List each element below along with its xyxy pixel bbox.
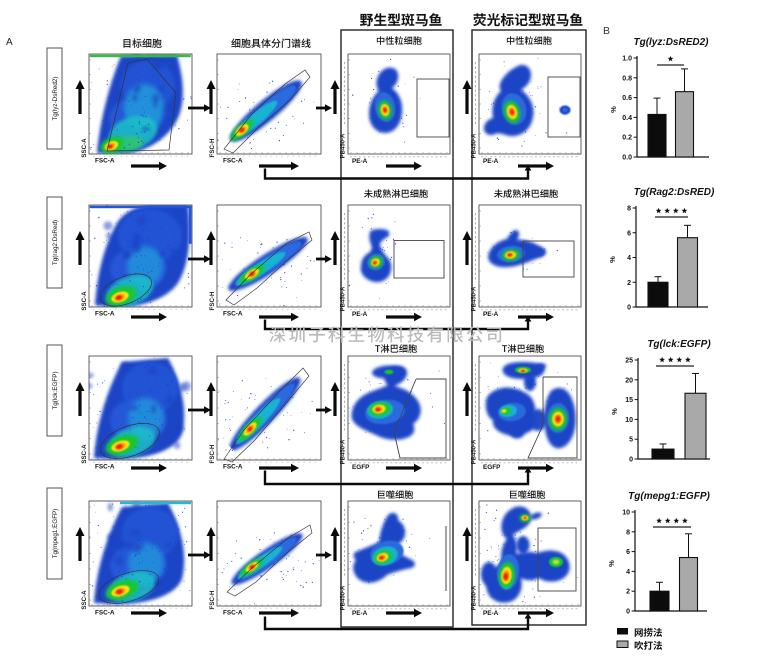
- svg-text:EGFP: EGFP: [352, 464, 370, 471]
- svg-text:PE-A: PE-A: [483, 311, 499, 318]
- svg-text:10: 10: [622, 510, 630, 517]
- svg-text:PB450-A: PB450-A: [341, 133, 347, 158]
- svg-text:A: A: [6, 37, 13, 48]
- svg-text:0.4: 0.4: [622, 115, 632, 122]
- svg-text:Tg(lyz-DsRed2): Tg(lyz-DsRed2): [52, 76, 59, 120]
- svg-text:%: %: [607, 560, 616, 567]
- svg-text:FSC-H: FSC-H: [209, 138, 216, 157]
- svg-text:Tg(lyz:DsRED2): Tg(lyz:DsRED2): [633, 37, 709, 48]
- svg-text:SSC-A: SSC-A: [81, 291, 88, 311]
- svg-text:4: 4: [627, 255, 631, 262]
- svg-text:FSC-A: FSC-A: [95, 158, 115, 165]
- svg-text:4: 4: [626, 569, 630, 576]
- svg-text:FSC-A: FSC-A: [223, 158, 243, 165]
- svg-text:PB450-A: PB450-A: [472, 439, 478, 464]
- svg-text:Tg(lck:EGFP): Tg(lck:EGFP): [647, 339, 711, 350]
- svg-text:FSC-A: FSC-A: [95, 311, 115, 318]
- svg-text:0.8: 0.8: [622, 75, 632, 82]
- svg-text:0: 0: [627, 305, 631, 312]
- svg-text:0.0: 0.0: [622, 155, 632, 162]
- svg-text:5: 5: [629, 437, 633, 444]
- svg-text:B: B: [603, 25, 610, 37]
- svg-text:FSC-H: FSC-H: [209, 444, 216, 463]
- svg-text:EGFP: EGFP: [483, 464, 501, 471]
- svg-text:PE-A: PE-A: [483, 158, 499, 165]
- svg-text:%: %: [609, 106, 618, 113]
- svg-text:%: %: [610, 408, 619, 415]
- svg-text:FSC-A: FSC-A: [95, 464, 115, 471]
- svg-text:PE-A: PE-A: [352, 311, 368, 318]
- svg-text:PB450-A: PB450-A: [472, 585, 478, 610]
- svg-text:PE-A: PE-A: [483, 610, 499, 617]
- svg-text:20: 20: [625, 377, 633, 384]
- svg-text:6: 6: [626, 549, 630, 556]
- svg-text:10: 10: [625, 417, 633, 424]
- svg-text:PB450-A: PB450-A: [472, 286, 478, 311]
- svg-text:PE-A: PE-A: [352, 158, 368, 165]
- svg-text:FSC-H: FSC-H: [209, 291, 216, 310]
- svg-text:SSC-A: SSC-A: [81, 590, 88, 610]
- svg-text:SSC-A: SSC-A: [81, 444, 88, 464]
- svg-text:PB450-A: PB450-A: [341, 286, 347, 311]
- svg-text:Tg(rag2:DsRed): Tg(rag2:DsRed): [52, 220, 59, 265]
- svg-text:Tg(lck:EGFP): Tg(lck:EGFP): [52, 371, 59, 409]
- svg-text:PE-A: PE-A: [352, 610, 368, 617]
- svg-text:Tg(Rag2:DsRED): Tg(Rag2:DsRED): [634, 187, 715, 198]
- svg-text:FSC-A: FSC-A: [223, 610, 243, 617]
- svg-text:%: %: [608, 256, 617, 263]
- svg-text:0: 0: [629, 457, 633, 464]
- svg-text:PB450-A: PB450-A: [341, 585, 347, 610]
- svg-text:1.0: 1.0: [622, 56, 632, 63]
- svg-text:FSC-H: FSC-H: [209, 590, 216, 609]
- svg-text:2: 2: [627, 280, 631, 287]
- svg-text:2: 2: [626, 589, 630, 596]
- svg-text:0: 0: [626, 609, 630, 616]
- svg-text:8: 8: [626, 529, 630, 536]
- svg-text:6: 6: [627, 230, 631, 237]
- svg-text:PB450-A: PB450-A: [472, 133, 478, 158]
- svg-text:0.2: 0.2: [622, 135, 632, 142]
- svg-text:25: 25: [625, 358, 633, 365]
- svg-text:PB450-A: PB450-A: [341, 439, 347, 464]
- svg-text:FSC-A: FSC-A: [223, 311, 243, 318]
- svg-text:FSC-A: FSC-A: [223, 464, 243, 471]
- svg-text:SSC-A: SSC-A: [81, 138, 88, 158]
- svg-text:Tg(mepg1:EGFP): Tg(mepg1:EGFP): [628, 491, 710, 502]
- svg-text:8: 8: [627, 206, 631, 213]
- svg-text:FSC-A: FSC-A: [95, 610, 115, 617]
- svg-text:0.6: 0.6: [622, 95, 632, 102]
- svg-text:Tg(mpeg1:EGFP): Tg(mpeg1:EGFP): [52, 509, 59, 559]
- svg-text:15: 15: [625, 397, 633, 404]
